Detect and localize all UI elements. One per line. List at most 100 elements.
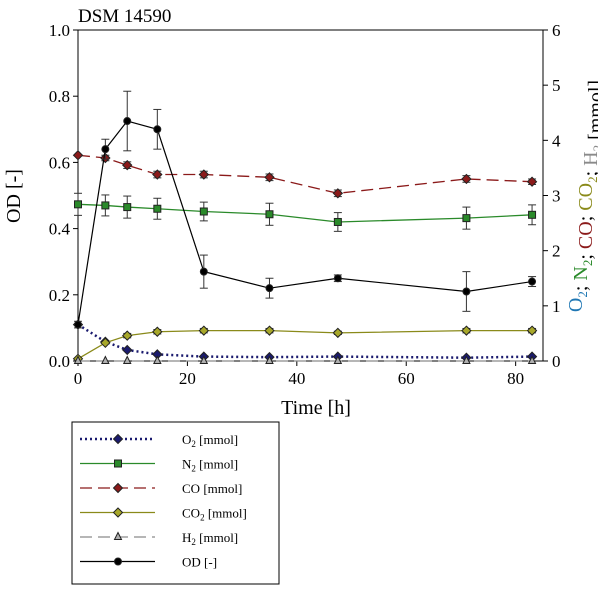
data-point-co (198, 169, 210, 180)
legend-label-co: CO [mmol] (182, 481, 242, 496)
data-point-co2 (332, 327, 344, 339)
legend-label-main: CO (182, 481, 200, 496)
data-point-co (526, 176, 538, 187)
legend-marker-o2 (112, 433, 124, 445)
data-point-n2 (74, 200, 82, 209)
legend-marker-od (114, 557, 122, 566)
legend-entry-h2: H2 [mmol] (80, 530, 238, 547)
data-point-h2 (73, 355, 83, 364)
data-point-co2 (526, 325, 538, 336)
data-point-od (74, 320, 82, 329)
data-point-co2 (152, 326, 163, 337)
data-point-co2 (122, 330, 133, 341)
legend-label-subscript: 2 (191, 464, 196, 474)
data-point-h2 (153, 355, 162, 364)
data-point-n2 (101, 201, 110, 210)
data-point-n2 (265, 210, 274, 219)
y-right-label-part: CO (575, 183, 597, 211)
y-left-tick-label: 0.8 (49, 87, 70, 106)
data-point-co2 (264, 325, 275, 336)
legend-entry-co: CO [mmol] (80, 481, 242, 496)
y-right-label-subscript: 2 (580, 260, 595, 267)
y-right-axis-ticks: 0 1 2 3 4 5 6 (543, 21, 561, 371)
y-right-label-subscript: 2 (575, 291, 590, 298)
legend-label-n2: N2 [mmol] (182, 457, 238, 474)
y-left-axis-label: OD [-] (3, 169, 25, 223)
series-line-co2 (77, 330, 533, 360)
y-right-tick-label: 4 (552, 131, 561, 150)
legend-label-main: OD (182, 555, 201, 570)
data-point-co (72, 150, 84, 161)
data-point-od (153, 125, 162, 134)
series-co (72, 150, 538, 199)
data-point-od (265, 284, 274, 293)
legend-label-main: H (182, 530, 191, 545)
legend-label-unit: [mmol] (205, 506, 247, 521)
data-point-h2 (199, 355, 209, 364)
y-left-tick-label: 1.0 (49, 21, 70, 40)
data-point-h2 (265, 355, 274, 364)
data-point-co (461, 173, 472, 185)
legend-label-unit: [-] (201, 555, 217, 570)
data-point-co2 (198, 325, 210, 336)
legend-label-subscript: 2 (191, 537, 196, 547)
series-line-co (77, 154, 533, 194)
y-right-tick-label: 3 (552, 187, 561, 206)
y-right-label-part: [mmol] (585, 80, 598, 145)
legend-label-main: CO (182, 506, 200, 521)
legend-entry-n2: N2 [mmol] (80, 457, 238, 474)
data-point-h2 (122, 355, 132, 364)
data-point-od (333, 274, 342, 283)
data-point-co (332, 188, 344, 199)
y-left-axis-ticks: 0.0 0.2 0.4 0.6 0.8 1.0 (49, 21, 78, 371)
y-right-tick-label: 5 (552, 76, 561, 95)
legend-label-subscript: 2 (191, 439, 196, 449)
series-od (74, 90, 537, 329)
data-point-od (123, 117, 132, 126)
data-point-od (199, 267, 208, 276)
y-right-tick-label: 2 (552, 242, 561, 261)
y-right-label-part: H (580, 151, 598, 165)
y-right-label-part: ; (575, 211, 597, 222)
plot-frame (77, 29, 544, 362)
legend-label-unit: [mmol] (196, 530, 238, 545)
data-point-co2 (461, 325, 472, 336)
legend-box (71, 421, 280, 585)
x-tick-label: 20 (179, 369, 196, 388)
data-point-od (528, 277, 537, 286)
data-point-n2 (153, 204, 162, 213)
plot-area-border (77, 29, 544, 362)
x-axis-label: Time [h] (281, 397, 351, 419)
legend-label-co2: CO2 [mmol] (182, 506, 247, 523)
legend-label-main: N (182, 457, 192, 472)
legend-marker-h2 (113, 531, 123, 540)
y-right-tick-label: 0 (552, 352, 561, 371)
data-point-o2 (122, 344, 133, 356)
y-right-label-part: N (570, 266, 592, 280)
y-right-axis-label: O2; N2; CO; CO2; H2 [mmol] (565, 80, 598, 312)
y-left-tick-label: 0.4 (49, 220, 71, 239)
data-point-co (264, 172, 275, 183)
y-right-label-part: ; (570, 281, 592, 292)
legend-label-unit: [mmol] (200, 481, 242, 496)
series-n2 (74, 192, 537, 232)
data-point-h2 (462, 355, 471, 364)
data-point-co2 (100, 337, 111, 349)
y-right-tick-label: 1 (552, 297, 561, 316)
legend-marker-co2 (112, 507, 124, 518)
legend-label-o2: O2 [mmol] (182, 432, 238, 449)
y-right-label-subscript: 2 (590, 145, 598, 152)
data-point-co (122, 159, 133, 171)
y-right-tick-label: 6 (552, 21, 561, 40)
series-layer (72, 90, 538, 365)
x-axis-ticks: 0 20 40 60 80 (74, 361, 524, 388)
x-tick-label: 40 (288, 369, 305, 388)
legend-label-unit: [mmol] (196, 457, 238, 472)
y-right-label-part: CO (575, 221, 597, 249)
x-tick-label: 60 (398, 369, 415, 388)
legend: O2 [mmol]N2 [mmol]CO [mmol]CO2 [mmol]H2 … (71, 421, 280, 585)
data-point-h2 (333, 355, 343, 364)
data-point-n2 (123, 203, 132, 212)
